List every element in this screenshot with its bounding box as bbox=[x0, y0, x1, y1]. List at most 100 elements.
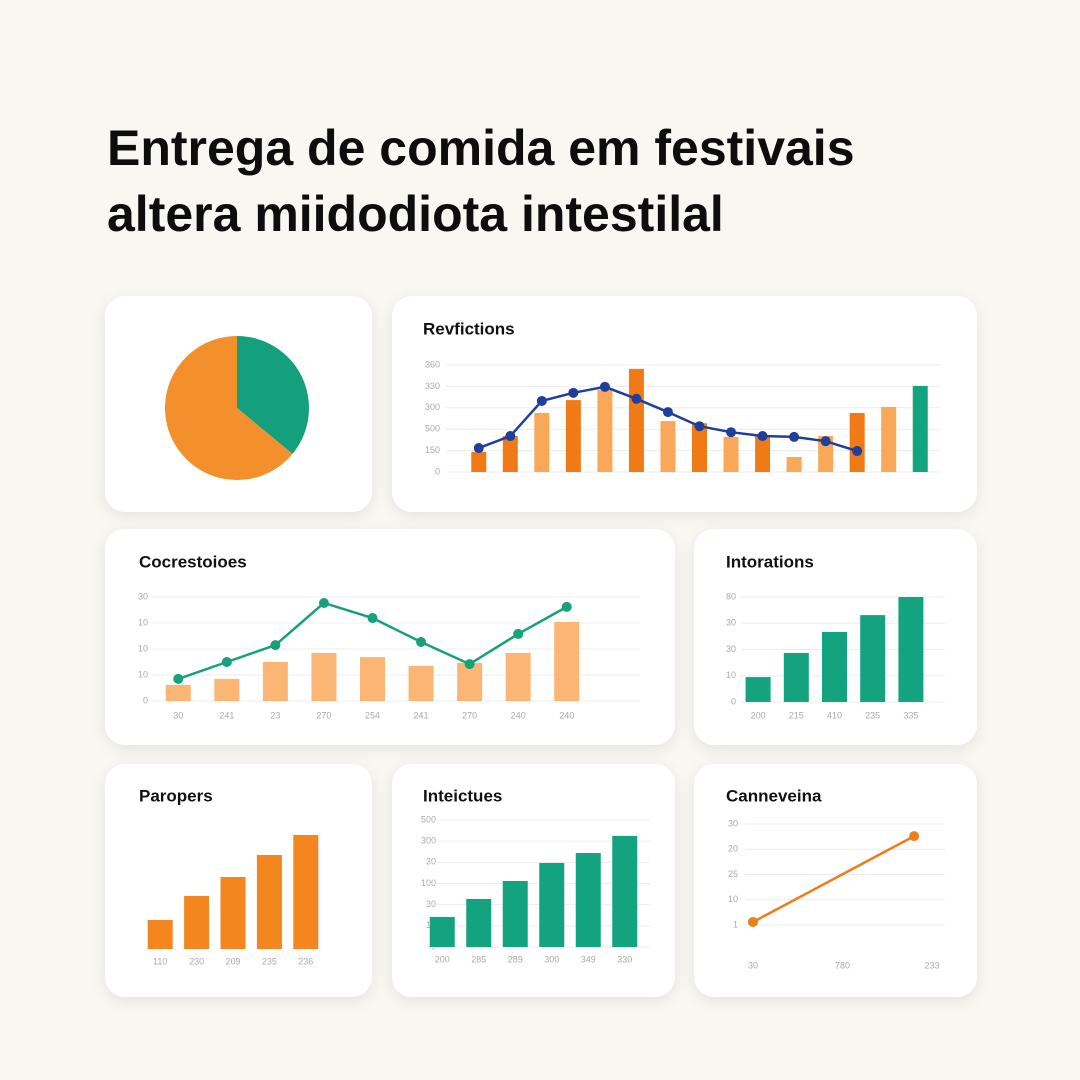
bar bbox=[912, 385, 928, 472]
x-tick-label: 300 bbox=[544, 954, 559, 964]
bar bbox=[471, 451, 487, 472]
y-tick-label: 300 bbox=[425, 402, 440, 412]
bar bbox=[408, 665, 434, 701]
x-tick-label: 240 bbox=[511, 710, 526, 720]
bar bbox=[597, 389, 613, 472]
y-tick-label: 30 bbox=[728, 818, 738, 828]
bar bbox=[849, 412, 865, 472]
bar bbox=[293, 835, 319, 949]
y-tick-label: 1 bbox=[733, 919, 738, 929]
bar bbox=[429, 916, 455, 947]
bar bbox=[184, 896, 210, 949]
bar bbox=[745, 677, 771, 702]
x-tick-label: 30 bbox=[173, 710, 183, 720]
line-marker bbox=[416, 636, 427, 647]
bar bbox=[220, 877, 246, 949]
line-marker bbox=[318, 597, 329, 608]
line-marker bbox=[662, 407, 673, 418]
bar bbox=[822, 631, 847, 702]
x-tick-label: 241 bbox=[219, 710, 234, 720]
x-tick-label: 235 bbox=[865, 710, 880, 720]
y-tick-label: 30 bbox=[138, 591, 148, 601]
bar bbox=[502, 436, 518, 472]
line-marker bbox=[599, 381, 610, 392]
line-marker bbox=[726, 427, 737, 438]
chart-title: Paropers bbox=[139, 786, 213, 805]
line-marker bbox=[694, 421, 705, 432]
bar bbox=[628, 368, 644, 472]
y-tick-label: 10 bbox=[138, 669, 148, 679]
x-tick-label: 215 bbox=[789, 710, 804, 720]
line-marker bbox=[473, 443, 484, 454]
y-tick-label: 80 bbox=[726, 591, 736, 601]
line-marker bbox=[568, 387, 579, 398]
line-marker bbox=[505, 431, 516, 442]
line-marker bbox=[852, 446, 863, 457]
bar bbox=[554, 621, 580, 701]
bar bbox=[783, 652, 809, 702]
bar bbox=[165, 684, 191, 701]
y-tick-label: 330 bbox=[425, 381, 440, 391]
line-marker bbox=[748, 916, 758, 927]
x-tick-label: 230 bbox=[189, 956, 204, 966]
x-tick-label: 200 bbox=[435, 954, 450, 964]
y-tick-label: 0 bbox=[731, 696, 736, 706]
y-tick-label: 10 bbox=[138, 617, 148, 627]
x-tick-label: 330 bbox=[617, 954, 632, 964]
chart-title: Intorations bbox=[726, 552, 814, 571]
card bbox=[105, 529, 675, 745]
bar bbox=[860, 615, 886, 702]
line-marker bbox=[221, 657, 232, 667]
x-tick-label: 236 bbox=[298, 956, 313, 966]
y-tick-label: 500 bbox=[425, 424, 440, 434]
chart-title: Inteictues bbox=[423, 786, 502, 805]
bar bbox=[786, 457, 802, 472]
line-marker bbox=[561, 601, 572, 612]
chart-title: Cocrestoioes bbox=[139, 552, 247, 571]
line bbox=[752, 835, 915, 924]
bar bbox=[612, 835, 638, 947]
bar bbox=[147, 920, 173, 949]
bar bbox=[881, 406, 897, 472]
line-marker bbox=[536, 395, 547, 406]
bar bbox=[692, 423, 707, 472]
x-tick-label: 235 bbox=[262, 956, 277, 966]
x-tick-label: 241 bbox=[414, 710, 429, 720]
bar bbox=[575, 853, 601, 947]
y-tick-label: 0 bbox=[143, 695, 148, 705]
x-tick-label: 23 bbox=[270, 710, 280, 720]
bar bbox=[565, 400, 581, 472]
pie-slice bbox=[165, 336, 293, 480]
bar bbox=[214, 678, 240, 701]
x-tick-label: 270 bbox=[316, 710, 331, 720]
pie-slice bbox=[237, 336, 309, 454]
bar bbox=[534, 412, 550, 472]
x-tick-label: 200 bbox=[751, 710, 766, 720]
bar bbox=[256, 855, 282, 949]
bar bbox=[818, 436, 834, 472]
y-tick-label: 300 bbox=[421, 836, 436, 846]
bar bbox=[311, 652, 337, 701]
line-marker bbox=[789, 431, 800, 442]
y-tick-label: 25 bbox=[728, 869, 738, 879]
y-tick-label: 100 bbox=[421, 878, 436, 888]
x-tick-label: 410 bbox=[827, 710, 842, 720]
y-tick-label: 30 bbox=[426, 899, 436, 909]
y-tick-label: 150 bbox=[425, 445, 440, 455]
bar bbox=[457, 663, 483, 701]
y-tick-label: 500 bbox=[421, 814, 436, 824]
line-marker bbox=[173, 673, 184, 684]
bar bbox=[723, 436, 739, 472]
line-marker bbox=[464, 659, 475, 670]
y-tick-label: 30 bbox=[726, 644, 736, 654]
bar bbox=[262, 662, 288, 701]
line-marker bbox=[631, 393, 642, 404]
card bbox=[694, 764, 977, 997]
page-title: altera miidodiota intestilal bbox=[107, 186, 724, 242]
card bbox=[392, 764, 675, 997]
x-tick-label: 110 bbox=[153, 956, 167, 966]
chart-title: Canneveina bbox=[726, 786, 822, 805]
x-tick-label: 270 bbox=[462, 710, 477, 720]
line-marker bbox=[757, 431, 768, 442]
